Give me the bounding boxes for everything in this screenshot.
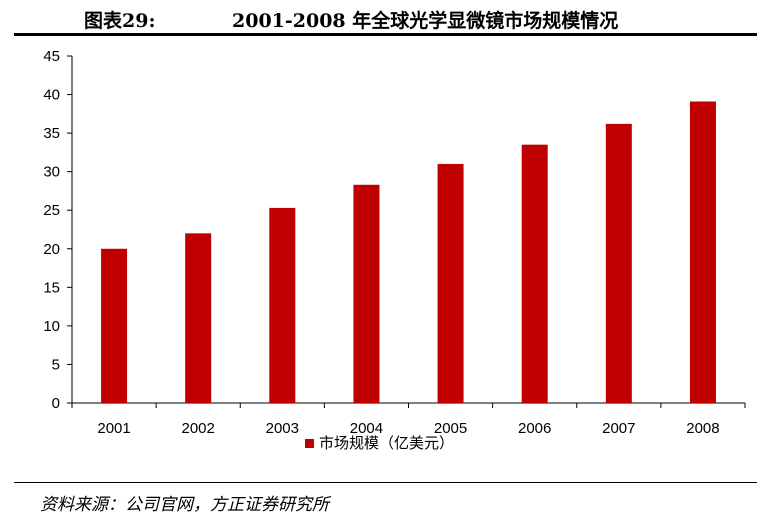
bar-2006 — [521, 144, 548, 403]
footer-rule — [14, 482, 757, 483]
figure-title-bar: 图表29: 2001-2008 年全球光学显微镜市场规模情况 — [0, 0, 771, 32]
bar-2004 — [353, 184, 380, 403]
figure-title: 2001-2008 年全球光学显微镜市场规模情况 — [232, 10, 619, 32]
y-tick-label: 25 — [43, 202, 60, 219]
x-tick-label: 2003 — [266, 420, 299, 437]
y-tick-label: 35 — [43, 125, 60, 142]
x-tick-label: 2008 — [686, 420, 719, 437]
bar-2008 — [689, 101, 716, 404]
bar-2007 — [605, 123, 632, 403]
x-tick-label: 2005 — [434, 420, 467, 437]
y-axis: 0 5 10 15 20 25 30 35 40 45 — [43, 48, 73, 412]
legend-swatch — [305, 439, 314, 448]
y-tick-label: 15 — [43, 279, 60, 296]
y-tick-label: 10 — [43, 318, 60, 335]
bar-2002 — [185, 233, 212, 403]
figure-label: 图表29: — [84, 10, 156, 32]
y-tick-label: 40 — [43, 87, 60, 104]
y-tick-label: 45 — [43, 48, 60, 65]
x-tick-label: 2002 — [182, 420, 215, 437]
legend: 市场规模（亿美元） — [305, 435, 454, 452]
source-note: 资料来源：公司官网，方正证券研究所 — [40, 495, 329, 515]
y-tick-label: 5 — [52, 356, 60, 373]
y-tick-label: 20 — [43, 241, 60, 258]
x-tick-label: 2007 — [602, 420, 635, 437]
x-tick-label: 2001 — [97, 420, 130, 437]
x-tick-label: 2006 — [518, 420, 551, 437]
bar-2003 — [269, 207, 296, 403]
title-rule — [14, 33, 757, 36]
bar-2001 — [101, 248, 128, 403]
bar-2005 — [437, 163, 464, 403]
legend-label: 市场规模（亿美元） — [319, 435, 454, 452]
x-tick-label: 2004 — [350, 420, 383, 437]
x-axis: 2001 2002 2003 2004 2005 2006 2007 2008 — [71, 402, 746, 437]
y-tick-label: 0 — [52, 395, 60, 412]
bars — [101, 101, 716, 404]
y-tick-label: 30 — [43, 164, 60, 181]
